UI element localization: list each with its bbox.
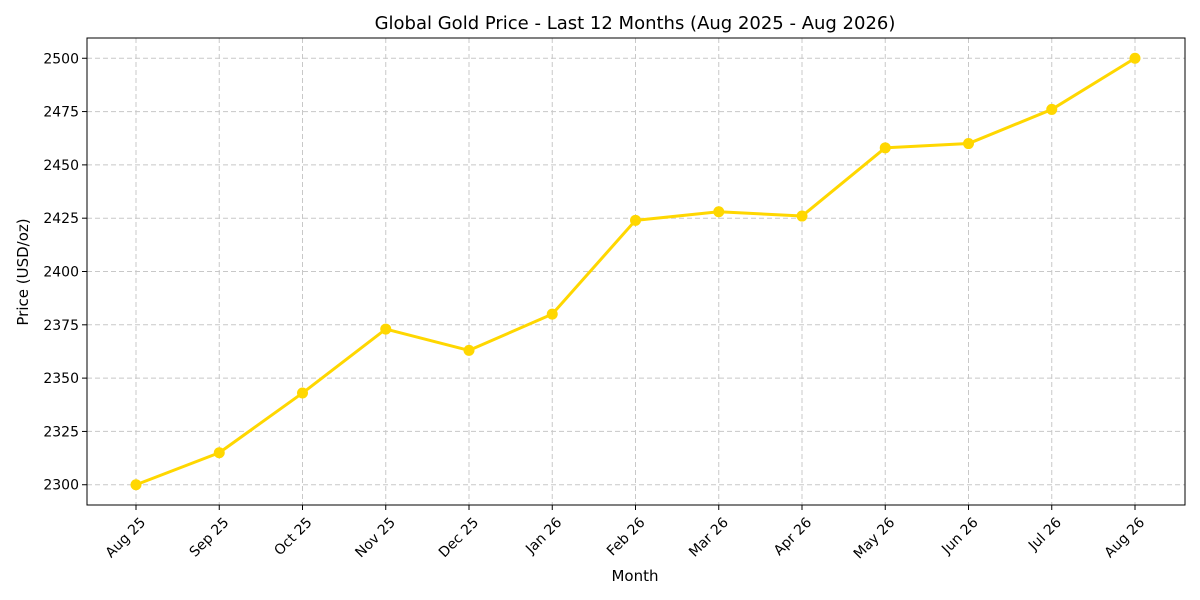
y-tick-label: 2300 (43, 478, 79, 494)
data-point (963, 138, 974, 150)
x-tick-label: Oct 25 (271, 515, 315, 559)
x-axis-label: Month (611, 567, 658, 585)
data-point (463, 344, 475, 356)
y-axis-label: Price (USD/oz) (14, 218, 32, 325)
x-tick-label: Jun 26 (938, 515, 981, 558)
chart-title: Global Gold Price - Last 12 Months (Aug … (375, 13, 896, 34)
data-point (1129, 52, 1141, 64)
data-point (380, 323, 392, 335)
x-tick-label: Nov 25 (352, 515, 398, 561)
x-axis: Aug 25 Sep 25 Oct 25 Nov 25 Dec 25 Jan 26 Feb … (103, 505, 1148, 562)
y-tick-label: 2375 (43, 318, 79, 334)
data-point (879, 142, 891, 154)
y-tick-label: 2325 (43, 424, 79, 440)
x-tick-label: Jul 26 (1025, 515, 1065, 555)
data-point (1046, 103, 1058, 115)
y-axis: 2300 2325 2350 2375 2400 2425 2450 2475 2500 (43, 51, 87, 494)
y-tick-label: 2425 (43, 211, 79, 227)
y-tick-label: 2400 (43, 265, 79, 281)
x-tick-label: Sep 25 (187, 515, 233, 561)
x-tick-label: Apr 26 (771, 515, 815, 559)
x-tick-label: Mar 26 (686, 515, 732, 561)
x-tick-label: Dec 25 (436, 515, 482, 561)
x-tick-label: Aug 25 (103, 515, 149, 561)
data-point (130, 479, 142, 491)
data-point (630, 214, 641, 226)
grid (87, 38, 1185, 505)
x-tick-label: Jan 26 (522, 515, 565, 558)
x-tick-label: May 26 (851, 515, 899, 563)
y-tick-label: 2350 (43, 371, 79, 387)
data-point (213, 447, 225, 459)
y-tick-label: 2475 (43, 105, 79, 121)
y-tick-label: 2450 (43, 158, 79, 174)
data-point (546, 308, 558, 320)
data-point (297, 387, 308, 399)
x-tick-label: Aug 26 (1102, 515, 1148, 561)
x-tick-label: Feb 26 (604, 515, 649, 560)
data-point (796, 210, 808, 222)
series (130, 52, 1141, 491)
y-tick-label: 2500 (43, 51, 79, 67)
data-point (713, 206, 725, 218)
